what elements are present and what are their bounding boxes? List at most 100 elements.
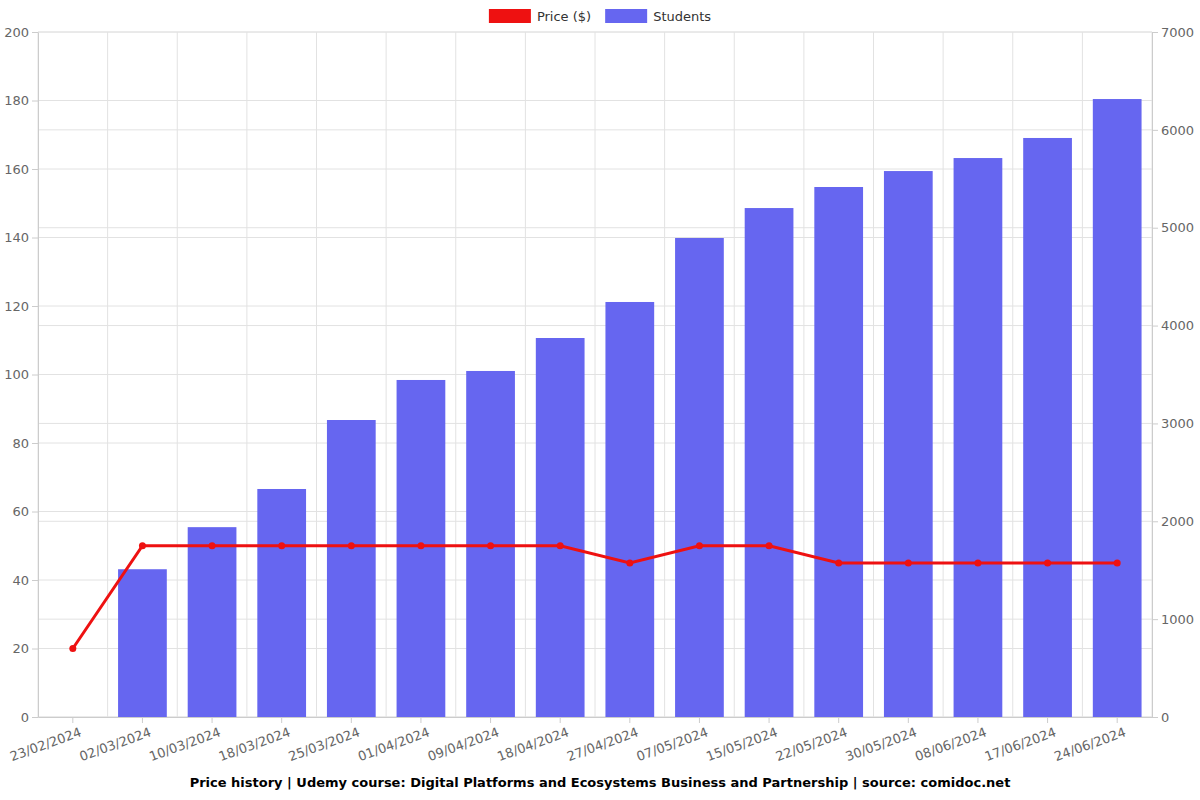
tick-label: 25/03/2024	[286, 724, 362, 764]
tick-mark	[32, 717, 38, 718]
tick: 20	[12, 641, 38, 656]
grid-line-x	[107, 32, 108, 717]
tick-label: 0	[21, 710, 29, 725]
tick: 30/05/2024	[843, 717, 919, 764]
tick: 27/04/2024	[565, 717, 641, 764]
marker	[766, 542, 773, 549]
tick-mark	[1152, 619, 1158, 620]
tick-label: 60	[12, 504, 29, 519]
tick-mark	[32, 101, 38, 102]
tick-label: 7000	[1161, 25, 1194, 40]
tick-label: 120	[4, 299, 29, 314]
grid-line-x	[943, 32, 944, 717]
tick-label: 160	[4, 162, 29, 177]
tick-label: 4000	[1161, 318, 1194, 333]
tick: 25/03/2024	[286, 717, 362, 764]
marker	[1114, 559, 1121, 566]
tick-label: 1000	[1161, 612, 1194, 627]
tick: 7000	[1152, 25, 1194, 40]
tick-mark	[32, 238, 38, 239]
tick-label: 3000	[1161, 416, 1194, 431]
tick-mark	[1152, 521, 1158, 522]
tick: 23/02/2024	[8, 717, 84, 764]
marker	[69, 645, 76, 652]
tick: 22/05/2024	[774, 717, 850, 764]
tick: 15/05/2024	[704, 717, 780, 764]
tick-label: 15/05/2024	[704, 724, 780, 764]
marker	[974, 559, 981, 566]
tick-mark	[977, 717, 978, 723]
tick-mark	[72, 717, 73, 723]
tick-label: 22/05/2024	[774, 724, 850, 764]
tick: 10/03/2024	[147, 717, 223, 764]
tick-mark	[908, 717, 909, 723]
tick-mark	[1047, 717, 1048, 723]
tick-mark	[1152, 228, 1158, 229]
grid-line-x	[873, 32, 874, 717]
tick-mark	[281, 717, 282, 723]
legend-item: Students	[605, 9, 711, 24]
axis-line	[38, 33, 39, 718]
tick-label: 07/05/2024	[634, 724, 710, 764]
bar	[884, 171, 933, 717]
grid-line-x	[525, 32, 526, 717]
bar	[605, 302, 654, 717]
marker	[626, 559, 633, 566]
axis-line	[1152, 33, 1153, 718]
line-series	[69, 542, 1120, 652]
y-axis: 020406080100120140160180200	[4, 25, 38, 725]
tick-label: 10/03/2024	[147, 724, 223, 764]
grid	[38, 32, 1152, 717]
tick: 18/04/2024	[495, 717, 571, 764]
tick-mark	[629, 717, 630, 723]
tick: 180	[4, 93, 38, 108]
tick-mark	[32, 512, 38, 513]
tick-mark	[32, 32, 38, 33]
marker	[139, 542, 146, 549]
tick: 01/04/2024	[356, 717, 432, 764]
tick-label: 01/04/2024	[356, 724, 432, 764]
title: Price history | Udemy course: Digital Pl…	[190, 775, 1011, 790]
tick-label: 27/04/2024	[565, 724, 641, 764]
tick-label: 20	[12, 641, 29, 656]
grid-line-x	[316, 32, 317, 717]
line	[73, 546, 1117, 649]
tick-label: 180	[4, 93, 29, 108]
grid-line-x	[803, 32, 804, 717]
tick-label: 23/02/2024	[8, 724, 84, 764]
bar	[745, 208, 794, 717]
marker	[209, 542, 216, 549]
tick-mark	[769, 717, 770, 723]
grid-line-x	[246, 32, 247, 717]
tick: 24/06/2024	[1052, 717, 1128, 764]
tick-label: 5000	[1161, 220, 1194, 235]
tick: 5000	[1152, 220, 1194, 235]
tick-mark	[32, 169, 38, 170]
chart: 0204060801001201401601802000100020003000…	[0, 0, 1200, 800]
tick-mark	[1152, 326, 1158, 327]
tick: 60	[12, 504, 38, 519]
tick-mark	[351, 717, 352, 723]
tick: 0	[21, 710, 38, 725]
tick-mark	[838, 717, 839, 723]
tick: 18/03/2024	[217, 717, 293, 764]
marker	[905, 559, 912, 566]
bar	[327, 420, 376, 717]
bar	[397, 380, 446, 717]
tick-mark	[32, 443, 38, 444]
tick: 40	[12, 573, 38, 588]
tick-label: 02/03/2024	[77, 724, 153, 764]
grid-line-x	[1012, 32, 1013, 717]
marker	[278, 542, 285, 549]
marker	[696, 542, 703, 549]
tick-label: 0	[1161, 710, 1169, 725]
legend-swatch	[605, 9, 647, 23]
marker	[1044, 559, 1051, 566]
legend-label: Price ($)	[537, 9, 591, 24]
tick-label: 200	[4, 25, 29, 40]
x-axis: 23/02/202402/03/202410/03/202418/03/2024…	[8, 717, 1153, 764]
tick: 100	[4, 367, 38, 382]
tick: 120	[4, 299, 38, 314]
legend-swatch	[489, 9, 531, 23]
tick-label: 140	[4, 230, 29, 245]
